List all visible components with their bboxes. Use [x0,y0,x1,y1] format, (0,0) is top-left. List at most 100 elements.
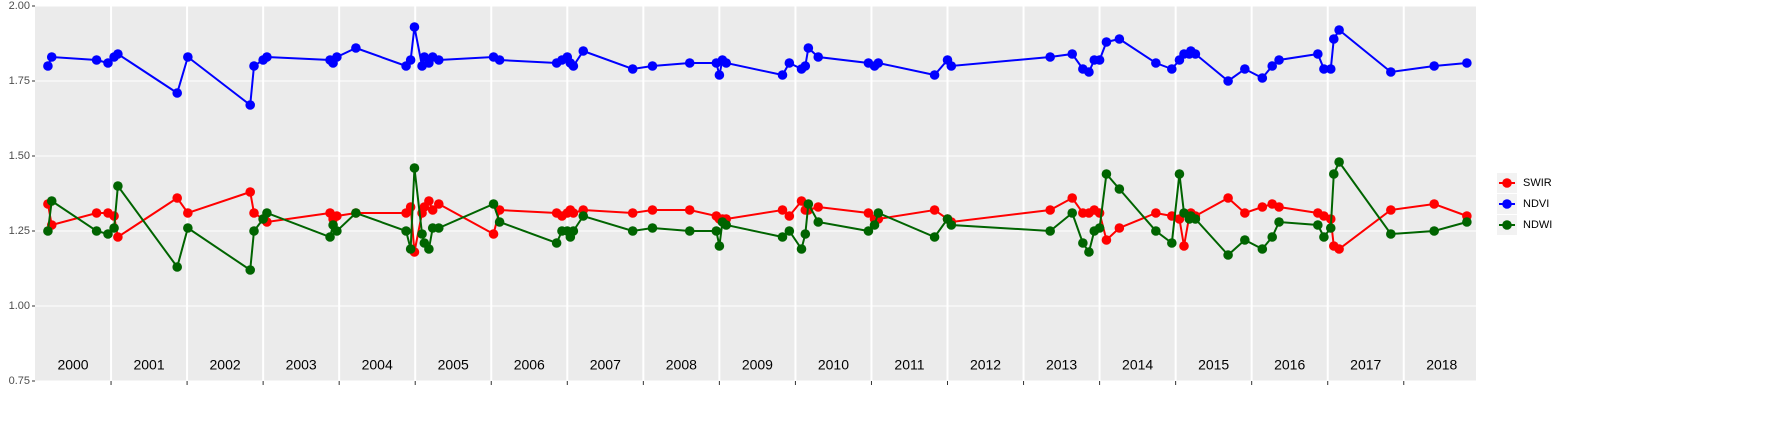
point [405,244,416,254]
legend-label: SWIR [1523,177,1552,189]
point [494,217,505,227]
point [332,52,342,62]
point [803,199,814,209]
point [627,64,638,74]
point [946,61,957,71]
point [1240,235,1250,245]
point [1267,61,1278,71]
point [813,202,824,212]
point [813,52,824,62]
point [46,196,57,206]
point [714,241,725,251]
point [1045,52,1055,62]
point [929,205,940,215]
point [784,226,795,236]
point [109,211,119,221]
point [494,55,505,65]
point [777,70,788,80]
point [568,226,579,236]
point [1114,34,1125,44]
point [409,22,420,32]
x-tick-label: 2008 [666,357,697,373]
point [1101,169,1112,179]
point [929,232,940,242]
point [1151,58,1161,68]
point [427,205,438,215]
point [405,202,416,212]
point [1190,214,1201,224]
point [1078,238,1088,248]
x-tick-label: 2000 [57,357,88,373]
point [1313,49,1323,59]
point [424,196,434,206]
y-tick-label: 1.50 [9,150,30,162]
point [1257,202,1268,212]
point [1240,64,1250,74]
point [551,238,562,248]
point [873,208,884,218]
point [1329,169,1339,179]
point [946,220,957,230]
point [1257,73,1268,83]
point [627,208,638,218]
point [1179,241,1189,251]
point [714,70,725,80]
point [1045,205,1055,215]
point [113,49,123,59]
point [1151,226,1161,236]
point [684,226,695,236]
point [43,226,53,236]
point [863,208,874,218]
point [684,205,695,215]
point [332,211,342,221]
point [91,226,102,236]
point [578,211,589,221]
point [433,199,444,209]
point [249,208,259,218]
point [325,232,335,242]
point [1223,193,1233,203]
x-tick-label: 2005 [438,357,469,373]
point [91,55,102,65]
x-tick-label: 2016 [1274,357,1305,373]
x-tick-label: 2011 [894,357,924,373]
point [488,199,499,209]
point [433,55,444,65]
point [777,232,788,242]
point [711,226,722,236]
point [351,208,361,218]
point [1334,244,1344,254]
point [1325,64,1336,74]
x-tick-label: 2003 [286,357,317,373]
y-tick-label: 2.00 [9,0,30,12]
x-tick-label: 2017 [1350,357,1381,373]
point [249,226,259,236]
point [488,229,499,239]
point [183,208,193,218]
x-tick-label: 2012 [970,357,1001,373]
point [1223,76,1233,86]
point [1429,61,1439,71]
point [1167,64,1177,74]
point [1325,223,1336,233]
point [409,163,420,173]
point [1094,223,1105,233]
y-tick-label: 0.75 [9,375,30,387]
point [351,43,361,53]
point [568,61,579,71]
point [1223,250,1233,260]
point [647,61,658,71]
point [1174,169,1185,179]
point [1101,235,1112,245]
x-tick-label: 2014 [1122,357,1153,373]
point [1190,49,1201,59]
point [46,52,57,62]
point [433,223,444,233]
point [784,211,795,221]
point [800,61,811,71]
point [1094,208,1105,218]
legend-label: NDWI [1523,219,1552,231]
point [1257,244,1268,254]
point [1094,55,1105,65]
point [172,262,182,272]
